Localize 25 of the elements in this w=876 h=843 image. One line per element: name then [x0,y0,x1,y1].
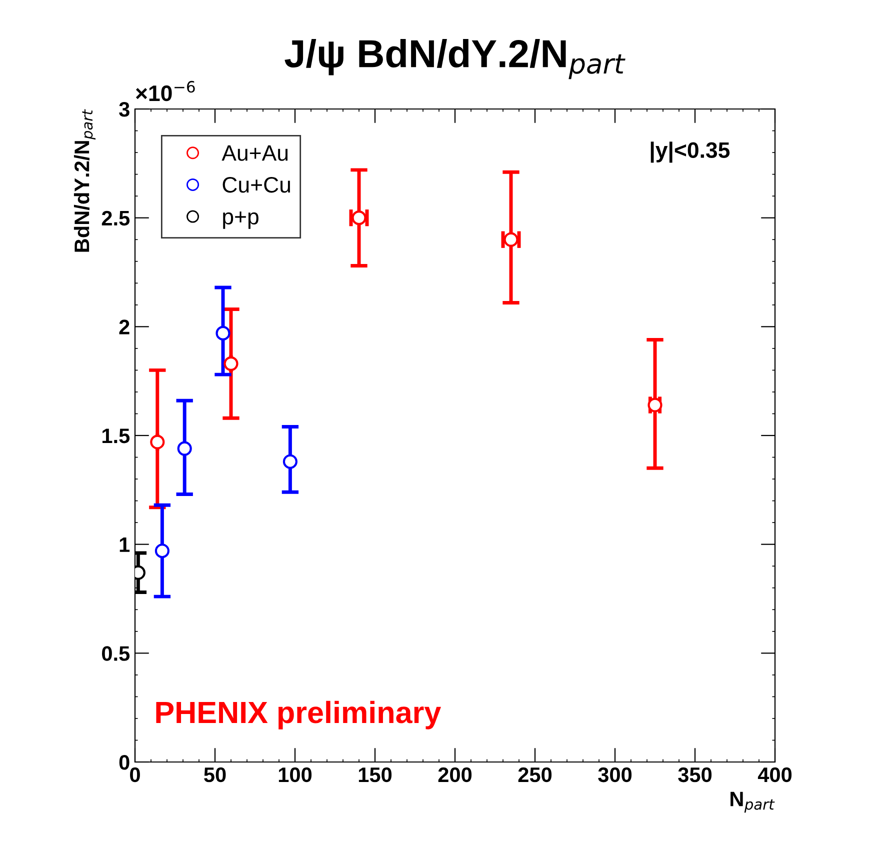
y-axis-title: BdN/dY.2/N$_{part}$ [74,109,96,252]
y-tick-label: 2.5 [102,210,130,226]
x-tick-label: 400 [758,767,792,782]
y-tick-label: 0 [119,755,130,770]
y-tick-label: 1.5 [102,428,130,444]
x-tick-label: 200 [438,767,472,782]
x-tick-label: 0 [130,767,140,782]
annotation: PHENIX preliminary [156,700,442,730]
x-tick-label: 100 [278,767,312,782]
x-axis-title: N$_{part}$ [730,792,775,813]
y-tick-label: 0.5 [102,646,130,661]
x-tick-label: 250 [518,767,552,782]
x-tick-label: 150 [358,767,392,782]
legend-label: Cu+Cu [222,176,290,193]
annotation: |y|<0.35 [650,142,730,163]
y-tick-label: 2 [119,320,130,334]
x-tick-label: 50 [204,767,226,782]
x-tick-label: 350 [678,767,712,782]
y-tick-label: 3 [119,102,130,117]
legend-label: Au+Au [222,145,288,161]
x-tick-label: 300 [598,767,632,782]
y-tick-label: 1 [120,538,130,552]
text: ×10$^{−6}$ [136,80,195,102]
legend-label: p+p [223,211,258,229]
chart-title: J/ψ BdN/dY.2/N$_{part}$ [284,38,626,80]
